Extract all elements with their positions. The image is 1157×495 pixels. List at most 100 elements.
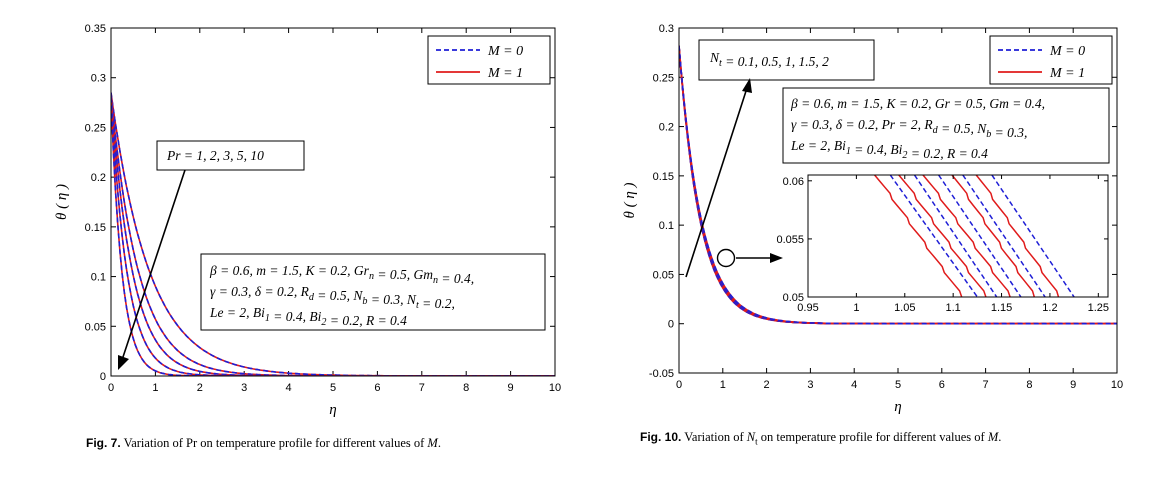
caption-fig10-var: M: [987, 430, 999, 444]
x-tick-label: 3: [807, 379, 813, 391]
series-group: [679, 45, 1117, 325]
x-tick-label: 8: [463, 382, 469, 394]
y-tick-label: 0.3: [91, 73, 106, 85]
caption-fig7: Fig. 7. Variation of Pr on temperature p…: [86, 436, 441, 450]
x-axis-label: η: [894, 399, 901, 415]
y-tick-label: 0: [100, 371, 106, 383]
series-m1-line: [111, 92, 555, 376]
x-tick-label: 0: [676, 379, 682, 391]
inset-y-tick-label: 0.05: [783, 292, 804, 304]
annotation-arrow: [685, 87, 748, 278]
annotation-param-box: [698, 39, 875, 81]
inset-chart: 0.95 1 1.05 1.1 1.15 1.2 1.25 0.05 0.055 0.06: [776, 174, 1109, 314]
x-tick-label: 1: [152, 382, 158, 394]
x-tick-label: 5: [895, 379, 901, 391]
series-group: [111, 92, 555, 376]
inset-frame: [807, 174, 1109, 298]
annotation-constants-line: γ = 0.3, δ = 0.2, Pr = 2, Rd = 0.5, Nb =…: [791, 117, 1027, 140]
series-m0-line: [111, 97, 555, 376]
x-tick-label: 10: [549, 382, 561, 394]
x-tick-label: 7: [419, 382, 425, 394]
y-tick-label: 0.1: [659, 220, 674, 232]
arrow-head: [742, 78, 752, 93]
series-m0-line: [679, 45, 1117, 325]
legend-label: M = 1: [487, 66, 523, 81]
legend-box: [989, 35, 1113, 85]
x-tick-label: 0: [108, 382, 114, 394]
inset-series-line: [898, 175, 987, 297]
inset-x-tick-label: 1.2: [1042, 302, 1057, 314]
inset-series-line: [889, 175, 979, 297]
inset-x-tick-label: 1.15: [991, 302, 1012, 314]
x-tick-label: 5: [330, 382, 336, 394]
x-tick-label: 6: [939, 379, 945, 391]
y-tick-label: 0.25: [653, 72, 674, 84]
inset-x-tick-label: 1.05: [894, 302, 915, 314]
y-tick-label: 0.3: [659, 23, 674, 35]
arrow-head: [118, 355, 129, 370]
y-tick-label: 0: [668, 319, 674, 331]
legend-box: [427, 35, 551, 85]
inset-series-line: [991, 175, 1075, 297]
annotation-constants-line: Le = 2, Bi1 = 0.4, Bi2 = 0.2, R = 0.4: [790, 138, 988, 161]
y-tick-label: 0.2: [91, 172, 106, 184]
x-tick-label: 8: [1026, 379, 1032, 391]
annotation-param-text: Pr = 1, 2, 3, 5, 10: [166, 148, 264, 163]
inset-series-group: [874, 175, 1075, 297]
caption-fig10-label: Fig. 10.: [640, 430, 682, 444]
series-m0-line: [111, 96, 555, 376]
y-tick-label: 0.05: [653, 269, 674, 281]
inset-series-line: [937, 175, 1022, 297]
annotation-constants-box: [200, 253, 546, 331]
y-tick-label: 0.15: [85, 222, 106, 234]
series-m1-line: [111, 97, 555, 376]
series-m1-line: [111, 96, 555, 376]
inset-x-tick-label: 1.1: [946, 302, 961, 314]
inset-background: [808, 175, 1108, 297]
x-tick-label: 2: [197, 382, 203, 394]
inset-series-line: [975, 175, 1060, 297]
x-tick-label: 10: [1111, 379, 1123, 391]
x-tick-label: 3: [241, 382, 247, 394]
caption-fig7-var: M: [427, 436, 438, 450]
annotation-param-text: Nt = 0.1, 0.5, 1, 1.5, 2: [709, 50, 829, 69]
y-tick-label: 0.1: [91, 272, 106, 284]
annotation-param-box: [156, 140, 305, 171]
series-m1-line: [111, 95, 555, 376]
x-axis-label: η: [329, 402, 336, 418]
caption-fig7-text: Variation of Pr on temperature profile f…: [123, 436, 425, 450]
x-tick-label: 9: [508, 382, 514, 394]
x-tick-label: 6: [374, 382, 380, 394]
inset-series-line: [962, 175, 1046, 297]
y-axis-label: θ ( η ): [622, 182, 638, 218]
y-axis-label: θ ( η ): [54, 184, 70, 220]
y-tick-label: -0.05: [649, 368, 674, 380]
y-tick-label: 0.35: [85, 23, 106, 35]
y-tick-label: 0.2: [659, 122, 674, 134]
caption-fig10-sym: N: [746, 430, 756, 444]
inset-y-tick-label: 0.055: [776, 234, 804, 246]
legend-label: M = 1: [1049, 66, 1085, 81]
inset-series-line: [922, 175, 1011, 297]
annotation-constants-line: Le = 2, Bi1 = 0.4, Bi2 = 0.2, R = 0.4: [209, 305, 407, 328]
annotation-constants-line: β = 0.6, m = 1.5, K = 0.2, Gr = 0.5, Gm …: [790, 96, 1045, 111]
zoom-marker-circle: [716, 248, 736, 268]
axes-frame: [678, 27, 1118, 374]
caption-fig10-text: Variation of: [684, 430, 744, 444]
inset-series-line: [951, 175, 1036, 297]
x-tick-label: 7: [983, 379, 989, 391]
annotation-constants-line: β = 0.6, m = 1.5, K = 0.2, Grn = 0.5, Gm…: [209, 263, 474, 286]
inset-series-line: [913, 175, 998, 297]
series-m0-line: [111, 94, 555, 376]
series-m1-line: [111, 94, 555, 376]
annotation-constants-box: [782, 87, 1110, 164]
caption-fig10-rest: on temperature profile for different val…: [760, 430, 985, 444]
zoom-arrow-head: [770, 253, 783, 263]
series-m0-line: [111, 92, 555, 376]
inset-series-line: [874, 175, 963, 297]
caption-fig10-sub: t: [755, 436, 758, 447]
annotation-arrow: [121, 169, 186, 361]
annotation-constants-line: γ = 0.3, δ = 0.2, Rd = 0.5, Nb = 0.3, Nt…: [210, 284, 455, 311]
y-tick-label: 0.25: [85, 122, 106, 134]
inset-x-tick-label: 1: [853, 302, 859, 314]
